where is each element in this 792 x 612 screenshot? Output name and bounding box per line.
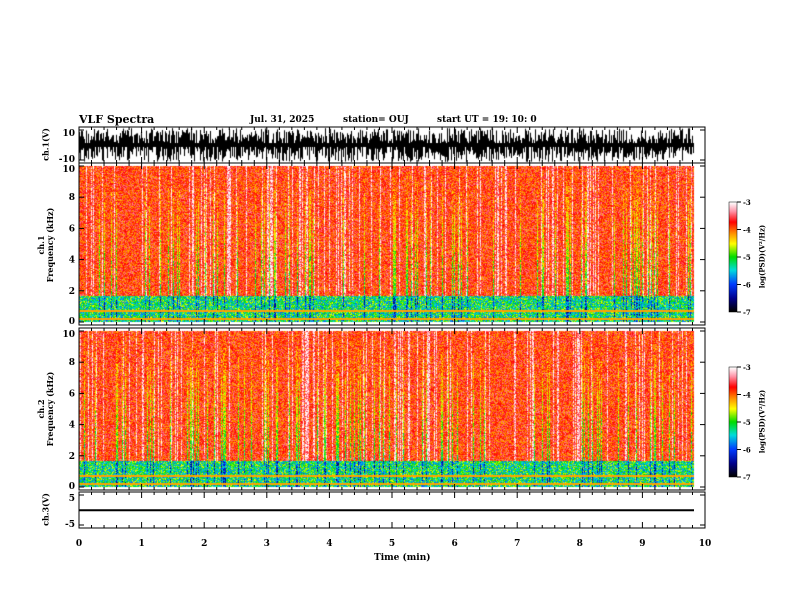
y-tick-label-ch1_spec: 4 xyxy=(69,256,75,266)
ch1-colorbar-label: log(PSD)(V²/Hz) xyxy=(757,224,767,289)
ch1-spectrogram xyxy=(79,163,705,325)
colorbar-tick-label: -6 xyxy=(743,281,751,290)
y-tick-label-ch1_spec: 0 xyxy=(69,317,75,327)
ch2-colorbar-label: log(PSD)(V²/Hz) xyxy=(757,389,767,454)
y-tick-label-ch1_spec: 10 xyxy=(62,165,75,175)
x-tick-label: 6 xyxy=(451,539,457,549)
ch3-wave-ylabel: ch.3(V) xyxy=(40,493,51,526)
x-tick-label: 4 xyxy=(326,539,332,549)
colorbar-tick-label: -7 xyxy=(743,473,751,482)
figure-title: VLF Spectra xyxy=(79,113,155,126)
x-tick-label: 9 xyxy=(639,539,645,549)
x-tick-label: 7 xyxy=(514,539,520,549)
y-tick-label-ch1_spec: 2 xyxy=(69,287,75,297)
x-tick-label: 10 xyxy=(699,539,712,549)
colorbar-tick-label: -4 xyxy=(743,391,751,400)
x-tick-label: 5 xyxy=(389,539,395,549)
y-tick-label-ch2_spec: 4 xyxy=(69,421,75,431)
y-tick-label-ch2_spec: 2 xyxy=(69,452,75,462)
y-tick-label-ch2_spec: 10 xyxy=(62,330,75,340)
colorbar-tick-label: -3 xyxy=(743,363,751,372)
x-tick-label: 8 xyxy=(577,539,583,549)
y-tick-label-ch1_spec: 8 xyxy=(69,193,75,203)
colorbar-tick-label: -5 xyxy=(743,253,751,262)
colorbar-tick-label: -3 xyxy=(743,198,751,207)
y-tick-label-ch1_wave: 10 xyxy=(62,129,75,139)
ch1-wave-ylabel: ch.1(V) xyxy=(40,128,51,161)
y-tick-label-ch3_wave: 5 xyxy=(69,494,75,504)
colorbar-frame xyxy=(728,201,738,313)
start-ut-label: start UT = 19: 10: 0 xyxy=(437,115,537,125)
ch1-colorbar xyxy=(729,202,737,312)
ch2-spectrogram xyxy=(79,328,705,490)
ch2-spec-ylabel: ch.2 Frequency (kHz) xyxy=(36,359,55,459)
x-tick-label: 1 xyxy=(138,539,144,549)
colorbar-frame xyxy=(728,366,738,478)
ch1-freq-label: Frequency (kHz) xyxy=(45,207,55,283)
station-label: station= OUJ xyxy=(343,115,409,125)
colorbar-tick-label: -7 xyxy=(743,308,751,317)
colorbar-tick-label: -4 xyxy=(743,226,751,235)
x-tick-label: 0 xyxy=(76,539,82,549)
x-axis-label: Time (min) xyxy=(374,553,431,563)
colorbar-tick-label: -5 xyxy=(743,418,751,427)
x-tick-label: 3 xyxy=(264,539,270,549)
date-label: Jul. 31, 2025 xyxy=(250,115,315,125)
panel-frame-ch2_spec xyxy=(78,327,706,491)
y-tick-label-ch3_wave: -5 xyxy=(65,520,75,530)
colorbar-tick-label: -6 xyxy=(743,446,751,455)
y-tick-label-ch2_spec: 6 xyxy=(69,389,75,399)
ch1-spec-ylabel: ch.1 Frequency (kHz) xyxy=(36,195,55,295)
y-tick-label-ch2_spec: 0 xyxy=(69,482,75,492)
ch2-colorbar xyxy=(729,367,737,477)
y-tick-label-ch1_spec: 6 xyxy=(69,224,75,234)
y-tick-label-ch1_wave: -10 xyxy=(59,155,75,165)
y-tick-label-ch2_spec: 8 xyxy=(69,358,75,368)
x-tick-label: 2 xyxy=(201,539,207,549)
panel-frame-ch1_spec xyxy=(78,162,706,326)
ch2-freq-label: Frequency (kHz) xyxy=(45,371,55,447)
